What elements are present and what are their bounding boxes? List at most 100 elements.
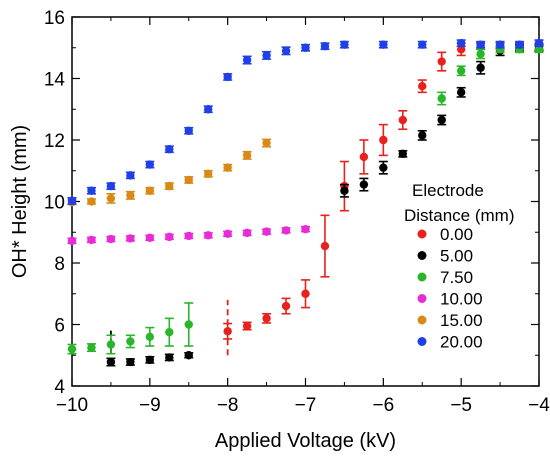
data-point bbox=[437, 115, 446, 125]
series-0.00 bbox=[223, 42, 544, 356]
data-point bbox=[476, 40, 485, 49]
data-point bbox=[301, 224, 310, 234]
data-point bbox=[126, 357, 135, 367]
data-point bbox=[359, 152, 369, 162]
legend-marker bbox=[417, 337, 427, 346]
legend-label: 10.00 bbox=[440, 290, 483, 309]
data-point bbox=[184, 351, 193, 360]
data-point bbox=[106, 234, 116, 244]
data-series-group bbox=[67, 38, 544, 367]
axis-ticks bbox=[71, 16, 540, 387]
data-point bbox=[204, 169, 213, 179]
legend-label: 15.00 bbox=[440, 311, 483, 330]
series-10.00 bbox=[67, 224, 310, 246]
data-point bbox=[262, 138, 271, 148]
data-point bbox=[495, 40, 505, 49]
legend-label: 20.00 bbox=[440, 333, 483, 352]
data-point bbox=[379, 40, 388, 49]
data-point bbox=[437, 57, 446, 66]
legend-marker bbox=[417, 294, 427, 303]
data-point bbox=[204, 105, 213, 114]
data-point bbox=[106, 340, 116, 349]
data-point bbox=[242, 228, 252, 238]
data-point bbox=[184, 126, 193, 135]
data-point bbox=[184, 175, 193, 185]
data-point bbox=[87, 197, 96, 206]
data-point bbox=[379, 163, 388, 172]
data-point bbox=[262, 227, 271, 236]
legend-label: 5.00 bbox=[440, 247, 473, 266]
legend-marker bbox=[417, 272, 427, 282]
data-point bbox=[67, 236, 77, 246]
data-point bbox=[242, 55, 252, 65]
data-point bbox=[379, 135, 388, 145]
data-point bbox=[126, 171, 135, 180]
data-point bbox=[534, 45, 544, 54]
data-point bbox=[281, 46, 291, 56]
data-point bbox=[67, 344, 77, 354]
data-point bbox=[223, 327, 232, 336]
data-point bbox=[145, 186, 155, 195]
data-point bbox=[87, 235, 96, 245]
y-tick-label: 8 bbox=[54, 254, 65, 275]
data-point bbox=[359, 180, 369, 189]
y-tick-label: 10 bbox=[44, 193, 65, 214]
data-point bbox=[281, 301, 291, 311]
data-point bbox=[165, 232, 174, 242]
data-point bbox=[165, 327, 174, 337]
data-point bbox=[340, 40, 349, 49]
data-point bbox=[145, 355, 155, 365]
legend-marker bbox=[417, 315, 427, 325]
data-point bbox=[301, 43, 310, 52]
y-axis-title: OH* Height (mm) bbox=[9, 125, 31, 278]
data-point bbox=[437, 94, 446, 103]
data-point bbox=[515, 40, 524, 49]
x-tick-label: −8 bbox=[217, 395, 239, 416]
data-point bbox=[145, 160, 155, 169]
data-point bbox=[126, 191, 135, 200]
data-point bbox=[165, 145, 174, 154]
y-tick-label: 4 bbox=[54, 377, 65, 398]
data-point bbox=[126, 234, 135, 243]
data-point bbox=[223, 72, 232, 82]
data-point bbox=[223, 163, 232, 172]
y-tick-label: 12 bbox=[44, 131, 65, 152]
data-point bbox=[456, 66, 466, 76]
data-point bbox=[223, 229, 232, 238]
y-tick-label: 14 bbox=[44, 70, 66, 91]
data-point bbox=[165, 181, 174, 191]
data-point bbox=[204, 231, 213, 240]
data-point bbox=[301, 289, 310, 298]
data-point bbox=[534, 38, 544, 48]
legend-marker bbox=[417, 229, 427, 239]
data-point bbox=[242, 321, 252, 331]
data-point bbox=[476, 49, 485, 59]
data-point bbox=[398, 149, 407, 159]
series-15.00 bbox=[67, 138, 272, 207]
y-tick-label: 16 bbox=[44, 8, 65, 29]
data-point bbox=[184, 320, 193, 329]
data-point bbox=[398, 115, 407, 125]
data-point bbox=[242, 151, 252, 160]
x-tick-label: −7 bbox=[295, 395, 317, 416]
data-point bbox=[418, 131, 427, 140]
data-point bbox=[340, 186, 349, 195]
data-point bbox=[126, 337, 135, 346]
data-point bbox=[262, 51, 271, 60]
data-point bbox=[145, 332, 155, 341]
data-point bbox=[87, 343, 96, 352]
legend-title-line2: Distance (mm) bbox=[404, 206, 515, 225]
data-point bbox=[320, 42, 330, 51]
legend-title-line1: Electrode bbox=[412, 181, 484, 200]
x-axis-title: Applied Voltage (kV) bbox=[215, 430, 396, 452]
data-point bbox=[87, 186, 96, 195]
legend-label: 0.00 bbox=[440, 225, 473, 244]
data-point bbox=[262, 314, 271, 323]
legend-items: 0.00 5.00 7.50 10.00 15.00 20.00 bbox=[417, 225, 483, 352]
data-point bbox=[456, 45, 466, 54]
data-point bbox=[418, 81, 427, 91]
x-tick-label: −4 bbox=[528, 395, 550, 416]
axis-tick-labels: −10 −9 −8 −7 −6 −5 −4 4 6 8 10 12 14 16 bbox=[44, 8, 550, 416]
